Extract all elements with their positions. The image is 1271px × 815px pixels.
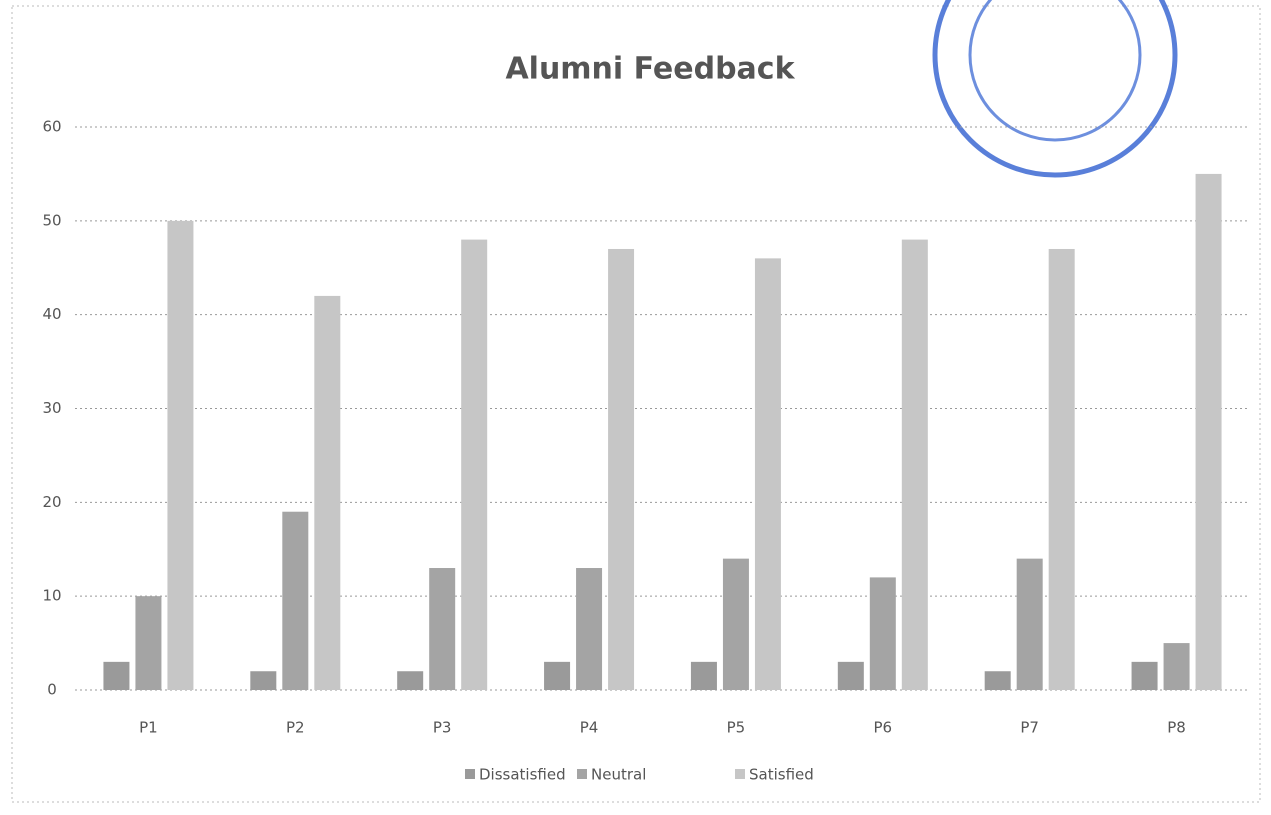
bar [544, 661, 571, 690]
legend-swatch [577, 769, 587, 779]
bar [1195, 173, 1222, 690]
x-tick-label: P1 [139, 719, 158, 737]
bar [314, 295, 341, 690]
legend-swatch [735, 769, 745, 779]
bar [1048, 248, 1075, 690]
y-tick-label: 40 [42, 305, 61, 323]
bar [429, 568, 456, 690]
bar [576, 568, 603, 690]
chart-border [11, 5, 1261, 803]
y-tick-label: 10 [42, 587, 61, 605]
x-tick-label: P3 [433, 719, 452, 737]
stamp [932, 0, 1178, 178]
bar [984, 671, 1011, 690]
x-tick-label: P8 [1167, 719, 1186, 737]
bar [167, 220, 194, 691]
bar [282, 511, 309, 690]
y-tick-label: 0 [47, 681, 57, 699]
bar [1016, 558, 1043, 690]
bar [722, 558, 749, 690]
bar [250, 671, 277, 690]
y-tick-label: 60 [42, 118, 61, 136]
bar [461, 239, 488, 690]
bar [397, 671, 424, 690]
bar [837, 661, 864, 690]
legend-label: Satisfied [749, 766, 814, 784]
legend-label: Neutral [591, 766, 646, 784]
bar [690, 661, 717, 690]
bar [103, 661, 130, 690]
bar [1131, 661, 1158, 690]
y-tick-label: 30 [42, 399, 61, 417]
x-tick-label: P7 [1020, 719, 1039, 737]
bar [901, 239, 928, 690]
x-tick-label: P5 [727, 719, 746, 737]
bar [1163, 643, 1190, 690]
y-tick-label: 50 [42, 211, 61, 229]
legend-swatch [465, 769, 475, 779]
bar [135, 596, 162, 690]
y-tick-label: 20 [42, 493, 61, 511]
bar [869, 577, 896, 690]
legend-label: Dissatisfied [479, 766, 566, 784]
chart-title: Alumni Feedback [505, 52, 795, 87]
x-tick-label: P2 [286, 719, 305, 737]
bar [608, 248, 635, 690]
x-tick-label: P6 [874, 719, 893, 737]
bar [754, 258, 781, 690]
x-tick-label: P4 [580, 719, 599, 737]
